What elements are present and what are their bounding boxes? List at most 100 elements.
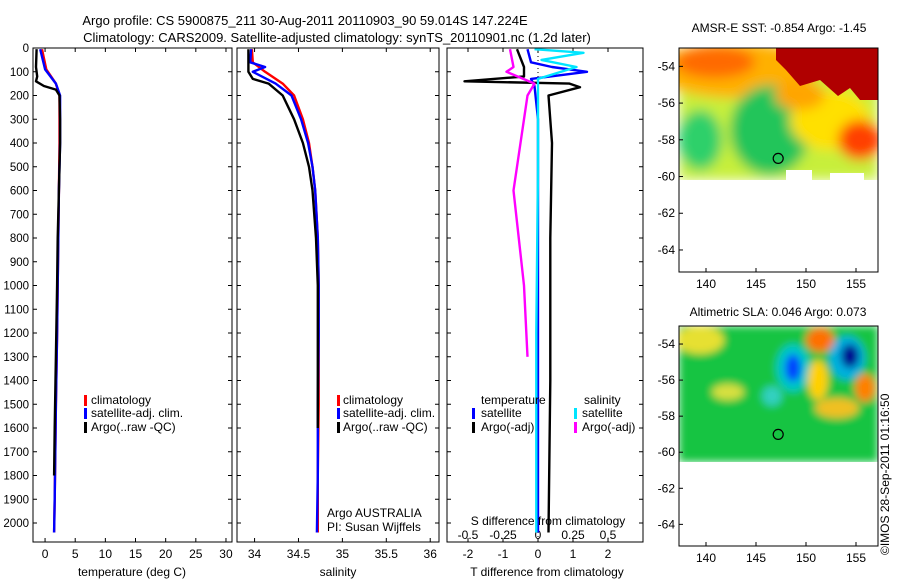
legend-label-t-satellite: satellite <box>481 406 522 420</box>
map-lon-tick-label: 155 <box>846 277 866 291</box>
figure-title-line2: Climatology: CARS2009. Satellite-adjuste… <box>83 30 591 45</box>
sst-red-patch <box>838 120 878 160</box>
sla-yellow-patch <box>808 360 828 400</box>
depth-tick-label: 200 <box>10 91 29 103</box>
sst-map-frame <box>678 47 879 273</box>
sla-map-frame <box>678 325 879 547</box>
legend-title-temperature: temperature <box>481 393 546 407</box>
map-lon-tick-label: 155 <box>846 551 866 565</box>
depth-tick-label: 500 <box>10 162 29 174</box>
sla-map-title: Altimetric SLA: 0.046 Argo: 0.073 <box>690 305 867 319</box>
depth-tick-label: 300 <box>10 114 29 126</box>
depth-tick-label: 1500 <box>3 399 29 411</box>
legend-swatch-satellite-adj <box>337 408 340 419</box>
depth-tick-label: 1200 <box>3 328 29 340</box>
map-lon-tick-label: 140 <box>696 277 716 291</box>
sst-field <box>679 48 878 272</box>
sst-map-panel: AMSR-E SST: -0.854 Argo: -1.45 140 145 150… <box>658 21 879 291</box>
series-line-argo-raw-qc <box>34 49 62 476</box>
s-diff-tick-label: 0.25 <box>561 528 585 542</box>
depth-tick-label: 1300 <box>3 352 29 364</box>
legend-title-salinity: salinity <box>584 393 621 407</box>
x-tick-label: 2 <box>605 547 612 561</box>
difference-xlabel-top: S difference from climatology <box>471 514 626 528</box>
map-lat-tick-label: -56 <box>658 373 676 387</box>
s-diff-tick-label: 0.5 <box>600 528 617 542</box>
difference-panel: -2 -1 0 1 2 -0.5 -0.25 0 0.25 0.5 T difference fr… <box>446 47 644 579</box>
temperature-axes-frame <box>32 47 233 543</box>
sla-orange-patch <box>806 328 834 352</box>
sst-green-cold-patch-2 <box>679 110 722 170</box>
map-lon-tick-label: 145 <box>746 277 766 291</box>
temperature-legend: climatology satellite-adj. clim. Argo(..… <box>84 393 183 434</box>
map-lat-tick-label: -58 <box>658 133 676 147</box>
legend-label-argo: Argo(..raw -QC) <box>91 420 176 434</box>
sst-map-title: AMSR-E SST: -0.854 Argo: -1.45 <box>692 21 867 35</box>
depth-tick-label: 1400 <box>3 376 29 388</box>
legend-swatch-climatology <box>337 395 340 406</box>
difference-axes-frame <box>446 47 644 543</box>
salinity-annotation-line2: PI: Susan Wijffels <box>327 520 421 534</box>
x-tick-label: 34.5 <box>287 547 311 561</box>
sla-orange-patch-2 <box>855 374 875 402</box>
series-line-argo-raw-qc <box>247 49 319 428</box>
depth-tick-label: 1900 <box>3 494 29 506</box>
x-tick-label: 30 <box>219 547 233 561</box>
depth-tick-label: 700 <box>10 209 29 221</box>
difference-xlabel: T difference from climatology <box>470 565 624 579</box>
map-lat-tick-label: -56 <box>658 96 676 110</box>
x-tick-label: 0 <box>42 547 49 561</box>
series-line-satellite-adj-clim <box>248 49 320 533</box>
sla-no-data-region <box>679 462 878 546</box>
map-lon-tick-label: 150 <box>796 551 816 565</box>
legend-label-s-argo: Argo(-adj) <box>582 420 635 434</box>
sla-blue-eddy <box>785 354 801 382</box>
legend-label-satellite-adj: satellite-adj. clim. <box>91 406 183 420</box>
depth-tick-label: 2000 <box>3 518 29 530</box>
map-lat-tick-label: -64 <box>658 243 676 257</box>
legend-swatch-argo <box>84 422 87 433</box>
legend-swatch-s-satellite <box>574 408 577 419</box>
sla-cyan-patch-3 <box>762 386 782 406</box>
sst-ice-notch <box>786 170 812 180</box>
depth-tick-label: 600 <box>10 186 29 198</box>
x-tick-label: -2 <box>463 547 474 561</box>
imos-credit: ©IMOS 28-Sep-2011 01:16:50 <box>878 393 892 555</box>
difference-legend: temperature salinity satellite Argo(-adj… <box>472 393 635 434</box>
depth-tick-label: 100 <box>10 67 29 79</box>
salinity-axes-frame <box>236 47 440 543</box>
x-tick-label: 20 <box>159 547 173 561</box>
legend-label-climatology: climatology <box>343 393 403 407</box>
series-line-climatology <box>250 49 320 533</box>
x-tick-label: 25 <box>189 547 203 561</box>
sst-argo-marker <box>772 152 784 164</box>
s-diff-tick-label: -0.5 <box>458 528 479 542</box>
x-tick-label: 35.5 <box>375 547 399 561</box>
sst-ice-notch-2 <box>830 173 864 180</box>
sst-warm-core <box>679 48 755 78</box>
sla-yellow-patch-3 <box>815 398 859 418</box>
sst-dark-red-region <box>776 48 878 100</box>
map-lat-tick-label: -54 <box>658 59 676 73</box>
legend-label-argo: Argo(..raw -QC) <box>343 420 428 434</box>
map-lat-tick-label: -54 <box>658 337 676 351</box>
x-tick-label: 15 <box>129 547 143 561</box>
x-tick-label: -1 <box>498 547 509 561</box>
x-tick-label: 35 <box>336 547 350 561</box>
depth-tick-label: 1800 <box>3 471 29 483</box>
salinity-legend: climatology satellite-adj. clim. Argo(..… <box>337 393 435 434</box>
legend-swatch-t-satellite <box>472 408 475 419</box>
sla-dark-blue-eddy <box>841 344 859 368</box>
x-tick-label: 36 <box>424 547 438 561</box>
map-lat-tick-label: -60 <box>658 445 676 459</box>
sla-field <box>679 326 878 546</box>
legend-label-climatology: climatology <box>91 393 151 407</box>
temperature-xlabel: temperature (deg C) <box>78 565 186 579</box>
sla-yellow-patch-2 <box>679 326 724 354</box>
depth-tick-label: 400 <box>10 138 29 150</box>
x-tick-label: 10 <box>99 547 113 561</box>
salinity-xlabel: salinity <box>320 565 357 579</box>
sst-no-data-region <box>679 180 878 272</box>
x-tick-label: 5 <box>72 547 79 561</box>
